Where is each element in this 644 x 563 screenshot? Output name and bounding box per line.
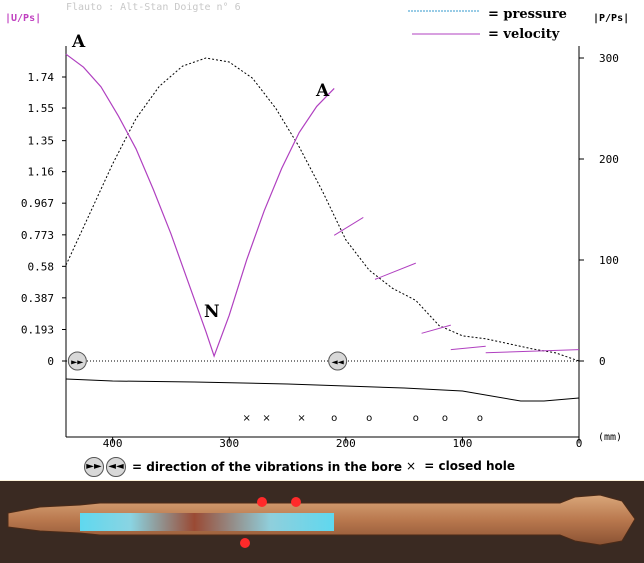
right-tick-label: 100 bbox=[599, 254, 619, 267]
direction-marker-circle bbox=[328, 351, 348, 371]
direction-legend-text: = direction of the vibrations in the bor… bbox=[132, 460, 402, 474]
x-tick-label: 400 bbox=[103, 437, 123, 450]
finger-hole-marker bbox=[257, 497, 267, 507]
thumb-hole-marker bbox=[240, 538, 250, 548]
left-tick-label: 0.773 bbox=[21, 229, 54, 242]
left-tick-label: 0 bbox=[47, 355, 54, 368]
velocity-hole-segment bbox=[485, 349, 580, 354]
closed-hole-marker: × bbox=[262, 413, 270, 424]
right-tick-label: 200 bbox=[599, 153, 619, 166]
x-tick-label: 0 bbox=[576, 437, 583, 450]
velocity-series-line bbox=[65, 53, 335, 358]
left-tick-label: 1.55 bbox=[28, 102, 55, 115]
node-annotation: N bbox=[204, 302, 220, 322]
closed-hole-marker: × bbox=[297, 413, 305, 424]
open-hole-marker: o bbox=[413, 413, 419, 424]
x-unit-label: (mm) bbox=[598, 432, 622, 443]
closed-hole-text: = closed hole bbox=[424, 459, 516, 473]
node-annotation: A bbox=[315, 81, 330, 101]
closed-hole-symbol: × bbox=[406, 459, 417, 473]
direction-marker-circle bbox=[67, 351, 87, 371]
left-tick-label: 1.16 bbox=[28, 166, 55, 179]
finger-hole-marker bbox=[291, 497, 301, 507]
x-tick-label: 200 bbox=[336, 437, 356, 450]
velocity-hole-segment bbox=[374, 262, 416, 280]
left-tick-label: 0.967 bbox=[21, 197, 54, 210]
right-axis-label: |P/Ps| bbox=[593, 13, 629, 24]
left-tick-label: 0.193 bbox=[21, 324, 54, 337]
direction-legend: ►► ◄◄ = direction of the vibrations in t… bbox=[84, 456, 402, 478]
pressure-series-line bbox=[65, 57, 580, 362]
left-tick-label: 0.387 bbox=[21, 292, 54, 305]
x-tick-label: 100 bbox=[452, 437, 472, 450]
open-hole-marker: o bbox=[366, 413, 372, 424]
right-tick-label: 0 bbox=[599, 355, 606, 368]
left-tick-label: 1.74 bbox=[28, 71, 55, 84]
legend-velocity-label: = velocity bbox=[488, 27, 560, 42]
forward-direction-icon: ►► bbox=[84, 457, 104, 477]
left-tick-label: 1.35 bbox=[28, 135, 55, 148]
velocity-hole-segment bbox=[450, 345, 486, 351]
closed-hole-marker: × bbox=[243, 413, 251, 424]
closed-hole-legend: × = closed hole bbox=[406, 459, 515, 473]
direction-marker-symbol: ►► bbox=[71, 358, 84, 367]
right-tick-label: 300 bbox=[599, 52, 619, 65]
left-axis-label: |U/Ps| bbox=[5, 13, 41, 24]
open-hole-marker: o bbox=[477, 413, 483, 424]
bore-profile-line bbox=[65, 378, 580, 402]
chart-title: Flauto : Alt-Stan Doigte n° 6 bbox=[66, 2, 241, 13]
recorder-photo bbox=[0, 481, 644, 563]
open-hole-marker: o bbox=[442, 413, 448, 424]
backward-direction-icon: ◄◄ bbox=[106, 457, 126, 477]
velocity-hole-segment bbox=[421, 324, 451, 334]
acoustic-chart: Flauto : Alt-Stan Doigte n° 6 |U/Ps| |P/… bbox=[0, 0, 644, 480]
velocity-hole-segment bbox=[333, 216, 364, 236]
bore-visual bbox=[80, 513, 334, 531]
legend-pressure-label: = pressure bbox=[488, 7, 567, 22]
x-tick-label: 300 bbox=[219, 437, 239, 450]
direction-marker-symbol: ◄◄ bbox=[332, 358, 345, 367]
node-annotation: A bbox=[71, 32, 86, 52]
open-hole-marker: o bbox=[331, 413, 337, 424]
left-tick-label: 0.58 bbox=[28, 260, 55, 273]
